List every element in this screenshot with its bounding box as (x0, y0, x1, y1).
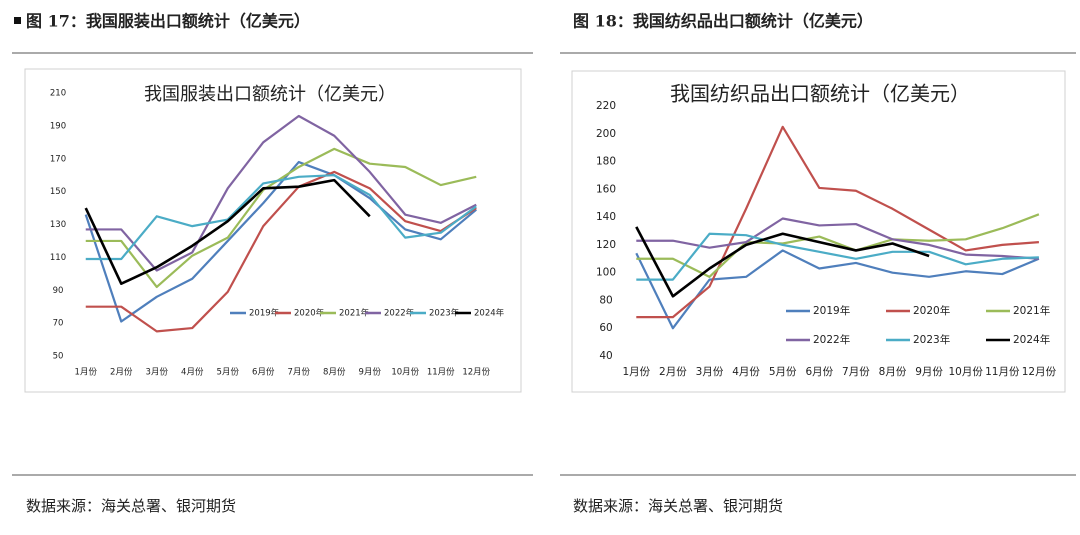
line-series (636, 125, 1039, 319)
y-tick-label: 70 (53, 319, 64, 329)
chart-frame (571, 70, 1066, 393)
figure-caption: 图 18：我国纺织品出口额统计（亿美元） (573, 12, 873, 31)
y-tick-label: 90 (53, 286, 64, 296)
line-series (84, 178, 371, 285)
line-series (85, 114, 477, 272)
x-tick-label: 5月份 (217, 367, 240, 378)
x-tick-label: 2月份 (110, 367, 133, 378)
y-tick-label: 40 (599, 350, 612, 362)
line-series (635, 226, 930, 298)
y-tick-label: 160 (596, 183, 616, 195)
legend-label: 2023年 (913, 333, 950, 346)
line-series (85, 147, 477, 289)
x-tick-label: 11月份 (427, 367, 455, 378)
line-series (636, 217, 1039, 260)
y-tick-label: 50 (53, 352, 64, 362)
x-tick-label: 6月份 (805, 366, 833, 378)
x-tick-label: 8月份 (879, 366, 907, 378)
line-series (636, 232, 1039, 281)
y-tick-label: 130 (50, 220, 66, 230)
chart-title: 我国服装出口额统计（亿美元） (144, 84, 396, 105)
line-series (85, 174, 477, 261)
line-series (85, 170, 477, 333)
x-tick-label: 12月份 (1022, 366, 1057, 378)
figure-caption: 图 17：我国服装出口额统计（亿美元） (26, 12, 310, 31)
y-tick-label: 120 (596, 239, 616, 251)
line-series (84, 160, 477, 323)
x-tick-label: 10月份 (949, 366, 984, 378)
bullet (14, 17, 21, 24)
y-tick-label: 220 (596, 100, 616, 112)
x-tick-label: 1月份 (75, 367, 98, 378)
y-tick-label: 80 (599, 294, 612, 306)
x-tick-label: 6月份 (252, 367, 275, 378)
y-tick-label: 110 (50, 253, 66, 263)
legend-label: 2021年 (339, 308, 370, 319)
legend-label: 2019年 (813, 304, 850, 317)
legend-label: 2024年 (474, 308, 505, 319)
y-tick-label: 170 (50, 154, 66, 164)
x-tick-label: 8月份 (323, 367, 346, 378)
y-tick-label: 180 (596, 156, 616, 168)
legend-label: 2019年 (249, 308, 280, 319)
line-series (635, 249, 1040, 330)
x-tick-label: 11月份 (985, 366, 1020, 378)
legend-label: 2021年 (1013, 304, 1050, 317)
x-tick-label: 4月份 (732, 366, 760, 378)
y-tick-label: 210 (50, 89, 66, 99)
x-tick-label: 5月份 (769, 366, 797, 378)
x-tick-label: 9月份 (915, 366, 943, 378)
x-tick-label: 9月份 (359, 367, 382, 378)
y-tick-label: 190 (50, 121, 66, 131)
legend-label: 2022年 (384, 308, 415, 319)
x-tick-label: 12月份 (462, 367, 490, 378)
x-tick-label: 7月份 (842, 366, 870, 378)
legend-label: 2024年 (1013, 333, 1050, 346)
y-tick-label: 140 (596, 211, 616, 223)
source-note: 数据来源：海关总署、银河期货 (26, 497, 236, 515)
y-tick-label: 60 (599, 322, 612, 334)
x-tick-label: 3月份 (696, 366, 724, 378)
x-tick-label: 2月份 (659, 366, 687, 378)
legend-label: 2023年 (429, 308, 460, 319)
legend-label: 2022年 (813, 333, 850, 346)
x-tick-label: 3月份 (146, 367, 169, 378)
x-tick-label: 10月份 (391, 367, 419, 378)
x-tick-label: 7月份 (288, 367, 311, 378)
x-tick-label: 4月份 (181, 367, 204, 378)
legend-label: 2020年 (913, 304, 950, 317)
legend-label: 2020年 (294, 308, 325, 319)
y-tick-label: 150 (50, 187, 66, 197)
chart-title: 我国纺织品出口额统计（亿美元） (670, 82, 970, 106)
y-tick-label: 200 (596, 128, 616, 140)
y-tick-label: 100 (596, 267, 616, 279)
source-note: 数据来源：海关总署、银河期货 (573, 497, 783, 515)
x-tick-label: 1月份 (622, 366, 650, 378)
